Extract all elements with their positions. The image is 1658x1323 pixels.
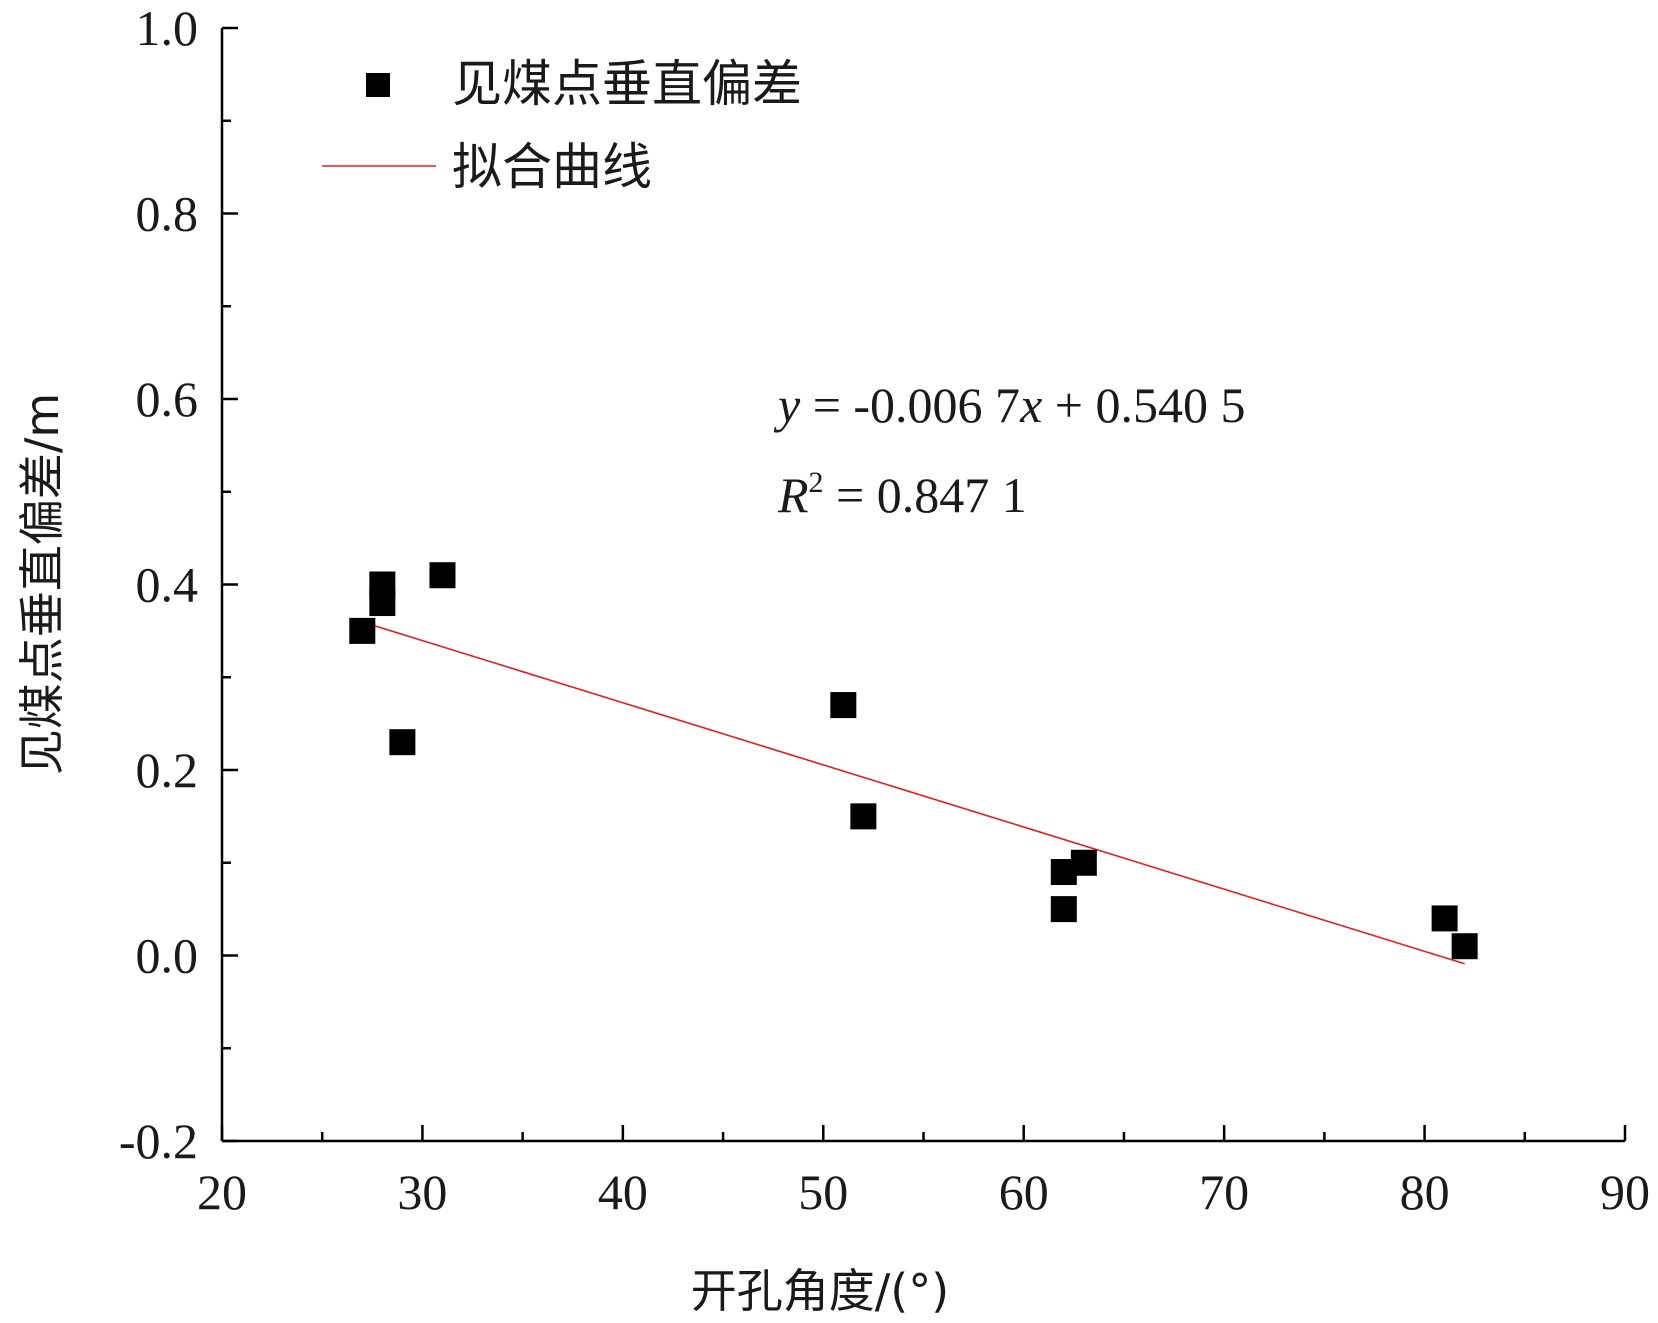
- data-point: [850, 803, 877, 830]
- x-tick-label: 90: [1600, 1164, 1650, 1220]
- scatter-points: [349, 562, 1478, 960]
- equation-x-var: x: [1019, 377, 1042, 433]
- legend-marker-square: [366, 73, 390, 97]
- y-tick-label: 0.6: [136, 371, 199, 427]
- fit-line: [362, 621, 1465, 965]
- x-tick-label: 60: [999, 1164, 1049, 1220]
- y-tick-label: -0.2: [119, 1113, 198, 1169]
- x-tick-label: 30: [397, 1164, 447, 1220]
- x-tick-label: 40: [598, 1164, 648, 1220]
- data-point: [1070, 849, 1097, 876]
- legend-label-fit: 拟合曲线: [452, 138, 652, 196]
- equation-y-var: y: [773, 377, 801, 433]
- equation-tail: + 0.540 5: [1042, 377, 1245, 433]
- x-tick-label: 50: [798, 1164, 848, 1220]
- y-tick-label: 0.2: [136, 742, 199, 798]
- data-point: [1050, 896, 1077, 923]
- x-tick-label: 70: [1199, 1164, 1249, 1220]
- x-tick-label: 20: [197, 1164, 247, 1220]
- r-squared: R2 = 0.847 1: [777, 466, 1027, 523]
- data-point: [830, 692, 857, 719]
- data-point: [349, 617, 376, 644]
- y-tick-label: 0.0: [136, 928, 199, 984]
- data-point: [429, 562, 456, 589]
- legend-label-scatter: 见煤点垂直偏差: [452, 55, 802, 113]
- legend: 见煤点垂直偏差 拟合曲线: [322, 55, 802, 196]
- y-tick-label: 0.4: [136, 557, 199, 613]
- x-axis-ticks: 20 30 40 50 60 70 80 90: [197, 1125, 1650, 1220]
- data-point: [389, 729, 416, 756]
- y-tick-label: 0.8: [136, 186, 199, 242]
- data-point: [369, 590, 396, 617]
- x-tick-label: 80: [1400, 1164, 1450, 1220]
- y-tick-label: 1.0: [136, 0, 199, 56]
- x-axis-title: 开孔角度/(°): [691, 1264, 949, 1318]
- y-axis-ticks: -0.2 0.0 0.2 0.4 0.6 0.8 1.0: [119, 0, 238, 1169]
- r-squared-sup: 2: [809, 466, 824, 499]
- data-point: [1431, 905, 1458, 932]
- data-point: [1451, 933, 1478, 960]
- y-axis-title: 见煤点垂直偏差/m: [15, 393, 69, 775]
- equation-mid: = -0.006 7: [800, 377, 1020, 433]
- r-squared-tail: = 0.847 1: [824, 467, 1027, 523]
- r-squared-var: R: [777, 467, 809, 523]
- fit-equation: y = -0.006 7x + 0.540 5: [773, 377, 1245, 433]
